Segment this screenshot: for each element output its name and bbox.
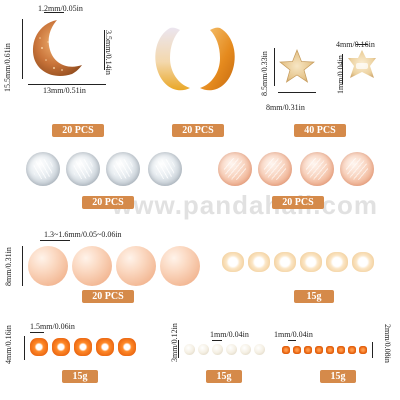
round-hole-label: 1.3~1.6mm/0.05~0.06in <box>44 230 122 239</box>
peach-round-bead <box>72 246 112 286</box>
badge-tiny-orange-seed: 15g <box>320 370 356 383</box>
gradient-moon-bead-image <box>155 27 190 91</box>
moon-height-label: 15.5mm/0.61in <box>3 43 12 92</box>
star-hole-label: 4mm/0.16in <box>336 40 375 49</box>
cream-seed-bead <box>274 252 296 272</box>
pearl-size-line <box>178 340 179 358</box>
badge-moon-amber: 20 PCS <box>52 124 104 137</box>
orange-seed-height-line <box>24 336 25 360</box>
pearl-seed-bead <box>212 344 223 355</box>
badge-pearl-seed: 15g <box>206 370 242 383</box>
pearl-seed-bead <box>226 344 237 355</box>
crackle-clear-bead <box>26 152 60 186</box>
watermark-text: www.pandahall.com <box>112 190 378 220</box>
pearl-seed-bead <box>254 344 265 355</box>
tiny-orange-seed-bead <box>348 346 356 354</box>
tiny-orange-size-label: 2mm/0.08in <box>383 324 392 363</box>
cream-seed-bead <box>326 252 348 272</box>
crackle-pink-bead <box>300 152 334 186</box>
badge-peach-round: 20 PCS <box>82 290 134 303</box>
amber-moon-bead-image <box>32 20 82 77</box>
orange-seed-height-label: 4mm/0.16in <box>4 325 13 364</box>
badge-crackle-pink: 20 PCS <box>272 196 324 209</box>
round-diameter-label: 8mm/0.31in <box>4 247 13 286</box>
orange-seed-hole-line <box>30 332 44 333</box>
cream-seed-bead <box>352 252 374 272</box>
badge-crackle-clear: 20 PCS <box>82 196 134 209</box>
badge-cream-seed: 15g <box>294 290 334 303</box>
pearl-size-label: 3mm/0.12in <box>170 323 179 362</box>
moon-width-label: 13mm/0.51in <box>43 86 86 95</box>
orange-seed-bead <box>52 338 70 356</box>
tiny-orange-seed-bead <box>282 346 290 354</box>
star-thickness-label: 1mm/0.04in <box>336 55 345 94</box>
moon-height-line <box>22 19 23 79</box>
crackle-clear-bead <box>106 152 140 186</box>
round-hole-line <box>40 240 70 241</box>
pearl-seed-bead <box>240 344 251 355</box>
tiny-orange-hole-line <box>288 340 296 341</box>
orange-moon-bead-image <box>200 27 235 91</box>
orange-seed-bead <box>74 338 92 356</box>
pearl-seed-bead <box>184 344 195 355</box>
round-diameter-line <box>22 246 23 286</box>
star-thickness-line <box>342 54 343 84</box>
pearl-hole-label: 1mm/0.04in <box>210 330 249 339</box>
badge-moon-gradient: 20 PCS <box>172 124 224 137</box>
tiny-orange-seed-bead <box>304 346 312 354</box>
moon-thickness-line <box>104 30 105 70</box>
badge-orange-seed: 15g <box>62 370 98 383</box>
crackle-clear-bead <box>148 152 182 186</box>
orange-seed-bead <box>118 338 136 356</box>
badge-star: 40 PCS <box>294 124 346 137</box>
star-width-label: 8mm/0.31in <box>266 103 305 112</box>
peach-round-bead <box>28 246 68 286</box>
star-bead-side-image <box>348 50 376 78</box>
orange-seed-hole-label: 1.5mm/0.06in <box>30 322 75 331</box>
moon-width-line <box>28 84 106 85</box>
crackle-pink-bead <box>258 152 292 186</box>
orange-seed-bead <box>30 338 48 356</box>
peach-round-bead <box>116 246 156 286</box>
crackle-pink-bead <box>340 152 374 186</box>
star-bead-front-image <box>279 49 315 83</box>
star-width-line <box>278 92 316 93</box>
peach-round-bead <box>160 246 200 286</box>
moon-thickness-label: 3.5mm/0.14in <box>104 30 113 75</box>
star-height-label: 8.5mm/0.33in <box>260 51 269 96</box>
cream-seed-bead <box>222 252 244 272</box>
moon-edge-line <box>44 12 64 13</box>
tiny-orange-seed-bead <box>359 346 367 354</box>
tiny-orange-seed-bead <box>337 346 345 354</box>
star-hole-line <box>356 44 368 45</box>
tiny-orange-seed-bead <box>293 346 301 354</box>
orange-seed-bead <box>96 338 114 356</box>
cream-seed-bead <box>300 252 322 272</box>
tiny-orange-seed-bead <box>315 346 323 354</box>
tiny-orange-hole-label: 1mm/0.04in <box>274 330 313 339</box>
tiny-orange-size-line <box>372 342 373 358</box>
crackle-pink-bead <box>218 152 252 186</box>
pearl-seed-bead <box>198 344 209 355</box>
tiny-orange-seed-bead <box>326 346 334 354</box>
star-height-line <box>274 48 275 86</box>
crackle-clear-bead <box>66 152 100 186</box>
cream-seed-bead <box>248 252 270 272</box>
pearl-hole-line <box>212 340 222 341</box>
moon-edge-label: 1.2mm/0.05in <box>38 4 83 13</box>
